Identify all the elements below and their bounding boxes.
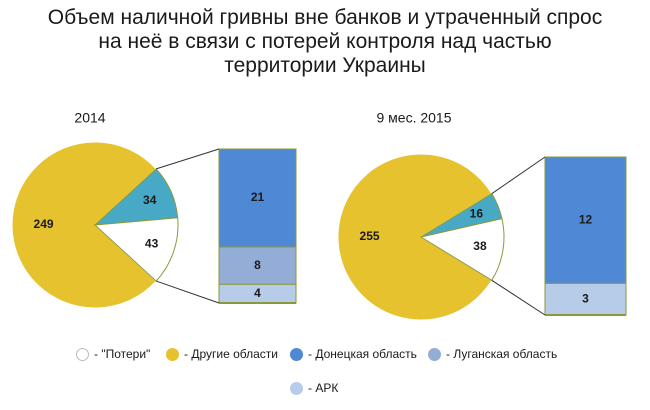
slice-label-highlight-2014: 34 <box>143 193 157 207</box>
legend-swatch-crimea <box>290 381 303 395</box>
bar-donetsk-2015 <box>544 156 627 284</box>
bar-donetsk-2014 <box>218 148 297 248</box>
connector-top-2014 <box>156 148 220 170</box>
title-line-1: Объем наличной гривны вне банков и утрач… <box>47 6 603 29</box>
connector-bottom-2015 <box>491 279 546 316</box>
connector-bottom-2014 <box>156 280 220 304</box>
bar-crimea-label-2015: 3 <box>582 291 589 305</box>
legend-swatch-other-regions <box>166 347 179 361</box>
title-line-3: территории Украины <box>224 54 426 77</box>
legend-label-losses: - "Потери" <box>94 347 151 361</box>
legend-label-other-regions: - Другие области <box>184 347 278 361</box>
bar-lugansk-2014 <box>218 246 297 285</box>
legend-item-donetsk: - Донецкая область <box>290 347 417 361</box>
legend-item-crimea: - АРК <box>290 381 338 395</box>
bar-crimea-label-2014: 4 <box>254 286 261 300</box>
slice-label-losses-2015: 38 <box>473 239 487 253</box>
legend-item-other-regions: - Другие области <box>166 347 278 361</box>
subchart-title-2015: 9 мес. 2015 <box>376 110 451 126</box>
subchart-title-2014: 2014 <box>74 110 105 126</box>
legend-swatch-donetsk <box>290 347 303 361</box>
bar-donetsk-label-2015: 12 <box>579 212 593 226</box>
legend-item-losses: - "Потери" <box>76 347 150 361</box>
title-line-2: на неё в связи с потерей контроля над ча… <box>98 30 552 53</box>
slice-other-regions-2014 <box>11 141 157 309</box>
slice-label-other-regions-2014: 249 <box>34 217 54 231</box>
slice-other-regions-2015 <box>337 153 493 321</box>
legend-item-lugansk: - Луганская область <box>428 347 557 361</box>
legend-label-donetsk: - Донецкая область <box>308 347 417 361</box>
slice-losses-2015 <box>419 217 505 282</box>
legend-swatch-lugansk <box>428 347 441 361</box>
connector-top-2015 <box>491 156 546 195</box>
slice-label-highlight-2015: 16 <box>470 207 484 221</box>
slice-label-other-regions-2015: 255 <box>360 229 380 243</box>
slice-losses-2014 <box>93 217 179 282</box>
bar-lugansk-label-2014: 8 <box>254 258 261 272</box>
bar-donetsk-label-2014: 21 <box>251 190 265 204</box>
legend-label-crimea: - АРК <box>308 381 339 395</box>
legend-swatch-losses <box>76 347 89 361</box>
chart-title: Объем наличной гривны вне банков и утрач… <box>0 6 650 78</box>
legend-label-lugansk: - Луганская область <box>446 347 558 361</box>
slice-label-losses-2014: 43 <box>145 236 159 250</box>
